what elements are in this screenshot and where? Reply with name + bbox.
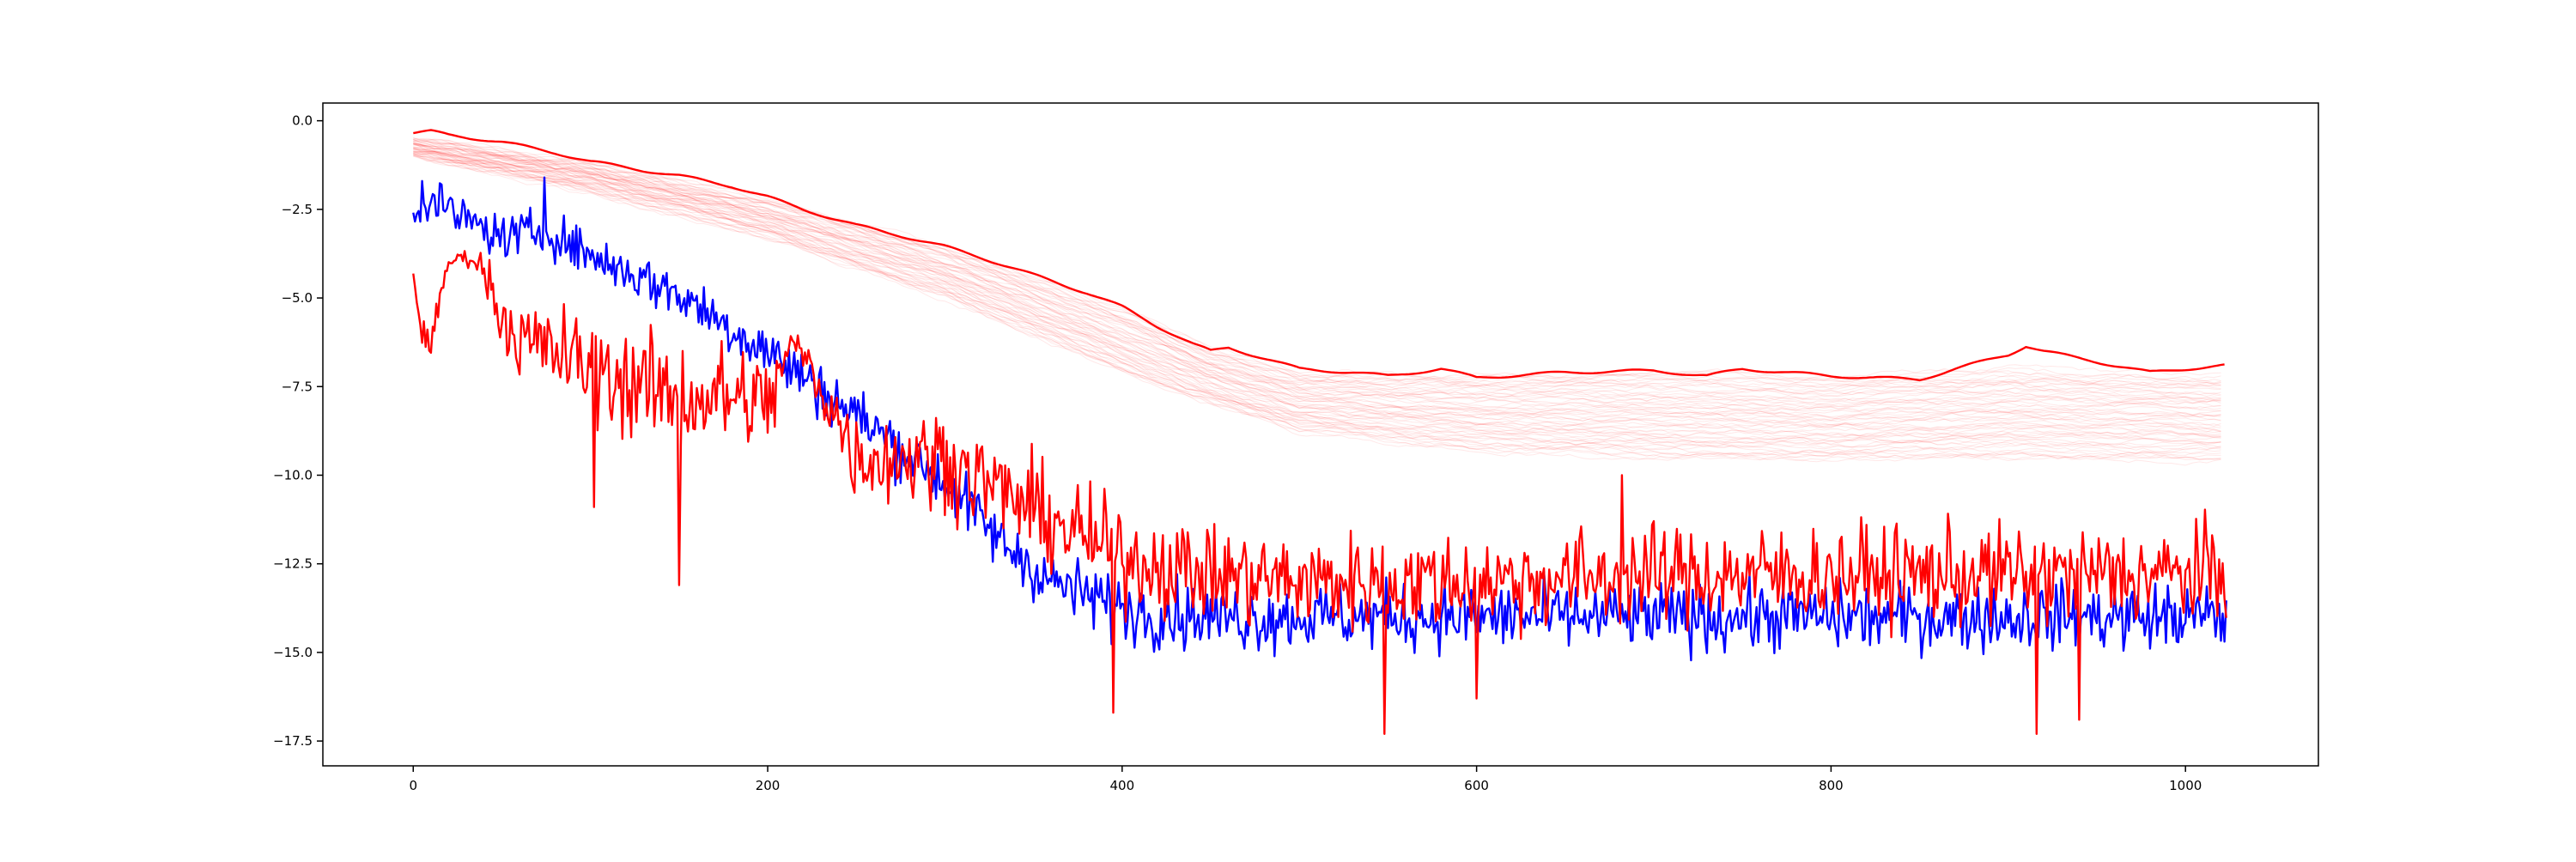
faint-series-line-31 [413,148,2221,423]
faint-series-line-42 [413,150,2221,439]
x-tick-label: 400 [1110,778,1135,793]
series-group [412,129,2227,735]
x-tick-label: 1000 [2169,778,2202,793]
faint-series-line-17 [413,141,2221,404]
x-tick-label: 0 [409,778,417,793]
x-tick-label: 600 [1464,778,1489,793]
faint-series-line-40 [413,151,2221,437]
faint-series-line-19 [413,143,2221,408]
faint-series-line-10 [413,140,2221,392]
faint-series-line-28 [413,148,2221,419]
series-line-2 [412,250,2227,735]
faint-series-line-15 [413,143,2221,403]
faint-series-line-51 [413,155,2221,458]
faint-series-line-25 [413,145,2221,418]
faint-series-line-45 [413,154,2221,444]
faint-series-line-8 [413,139,2221,392]
faint-series-line-56 [413,154,2221,462]
faint-series-line-23 [413,143,2221,412]
faint-series-line-11 [413,143,2221,398]
faint-series-line-34 [413,148,2221,428]
faint-series-line-4 [413,137,2221,387]
faint-series-line-46 [413,152,2221,444]
faint-series-line-26 [413,146,2221,417]
faint-series-line-52 [413,153,2221,454]
series-line-1 [412,176,2227,662]
y-tick-label: −15.0 [273,645,313,660]
y-tick-label: −10.0 [273,467,313,483]
faint-series-line-7 [413,139,2221,389]
faint-series-line-3 [413,138,2221,384]
faint-series-line-48 [413,152,2221,450]
faint-series-line-2 [413,140,2221,383]
faint-series-line-16 [413,143,2221,404]
faint-series-line-50 [413,151,2221,454]
faint-series-line-13 [413,141,2221,398]
faint-series-group [413,137,2221,466]
y-axis: 0.0 −2.5 −5.0 −7.5 −10.0 −12.5 −15.0 −17.5 [273,113,323,749]
faint-series-line-38 [413,150,2221,435]
faint-series-line-37 [413,147,2221,433]
y-tick-label: −7.5 [282,379,313,394]
faint-series-line-49 [413,152,2221,449]
faint-series-line-59 [413,155,2221,466]
faint-series-line-54 [413,154,2221,457]
x-axis: 0 200 400 600 800 1000 [409,766,2202,793]
faint-series-line-39 [413,149,2221,438]
faint-series-line-12 [413,143,2221,396]
y-tick-label: 0.0 [292,113,313,129]
faint-series-line-41 [413,152,2221,440]
faint-series-line-21 [413,143,2221,412]
faint-series-line-53 [413,155,2221,456]
y-tick-label: −2.5 [282,202,313,217]
faint-series-line-33 [413,148,2221,429]
faint-series-line-57 [413,155,2221,461]
faint-series-line-29 [413,147,2221,421]
faint-series-line-36 [413,149,2221,433]
series-line-0 [413,129,2225,382]
y-tick-label: −12.5 [273,556,313,572]
x-tick-label: 200 [756,778,781,793]
plot-frame [322,102,2319,767]
faint-series-line-55 [413,153,2221,461]
y-tick-label: −17.5 [273,733,313,749]
faint-series-line-22 [413,144,2221,410]
faint-series-line-20 [413,143,2221,410]
faint-series-line-35 [413,147,2221,432]
faint-series-line-43 [413,150,2221,444]
faint-series-line-24 [413,143,2221,412]
y-tick-label: −5.0 [282,290,313,306]
faint-series-line-32 [413,149,2221,427]
faint-series-line-27 [413,146,2221,421]
faint-series-line-47 [413,151,2221,446]
faint-series-line-14 [413,143,2221,401]
faint-series-line-44 [413,151,2221,446]
faint-series-line-58 [413,155,2221,461]
faint-series-line-18 [413,143,2221,407]
x-tick-label: 800 [1819,778,1844,793]
faint-series-line-1 [413,137,2221,383]
faint-series-line-9 [413,139,2221,395]
faint-series-line-30 [413,148,2221,422]
